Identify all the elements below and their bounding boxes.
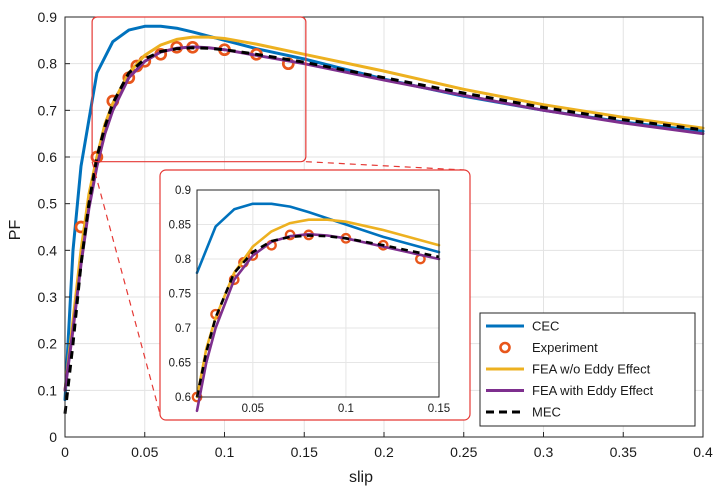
main-mec-line: [63, 46, 704, 414]
x-tick-label: 0.1: [215, 444, 235, 460]
x-tick-label: 0.2: [374, 444, 394, 460]
inset-y-tick-label: 0.6: [175, 392, 191, 404]
y-tick-label: 0.2: [38, 336, 58, 352]
inset-x-tick-label: 0.05: [242, 403, 264, 415]
legend: CEC Experiment FEA w/o Eddy Effect FEA with…: [479, 312, 696, 427]
inset-y-tick-label: 0.8: [175, 254, 191, 266]
x-tick-label: 0.4: [693, 444, 713, 460]
inset-series: [191, 202, 441, 413]
y-tick-label: 0.1: [38, 382, 58, 398]
legend-label-fea-with-eddy-effect: FEA with Eddy Effect: [532, 383, 654, 398]
x-tick-label: 0.3: [534, 444, 554, 460]
y-tick-label: 0: [49, 429, 57, 445]
x-axis-label: slip: [349, 469, 373, 486]
y-tick-label: 0.8: [38, 56, 58, 72]
inset-axes-box: [196, 189, 440, 398]
legend-label-experiment: Experiment: [532, 340, 598, 355]
x-tick-label: 0.25: [450, 444, 477, 460]
y-tick-label: 0.5: [38, 196, 58, 212]
inset-y-tick-label: 0.85: [169, 220, 191, 232]
legend-label-mec: MEC: [532, 405, 561, 420]
inset-x-tick-label: 0.15: [428, 403, 450, 415]
legend-swatch-experiment: [499, 341, 511, 354]
main-plot-frame: [64, 16, 704, 438]
inset-border: [159, 169, 471, 421]
inset-fea-with-eddy-effect-line: [195, 232, 441, 413]
x-tick-label: 0: [61, 444, 69, 460]
inset-y-tick-label: 0.9: [175, 185, 191, 197]
inset-tick-labels: 0.05 0.1 0.15 0.6 0.65 0.7 0.75 0.8 0.85 0.9: [169, 185, 451, 415]
y-tick-label: 0.3: [38, 289, 58, 305]
y-tick-label: 0.7: [38, 102, 58, 118]
zoom-region-box: [91, 16, 307, 163]
main-series: [63, 24, 705, 414]
inset-y-tick-label: 0.65: [169, 358, 191, 370]
inset-cec-line: [195, 202, 441, 275]
inset-mec-line: [195, 234, 440, 398]
y-axis-label: PF: [7, 220, 24, 241]
zoom-connector-line: [305, 161, 465, 171]
inset-x-tick-label: 0.1: [338, 403, 354, 415]
legend-label-cec: CEC: [532, 319, 559, 334]
zoom-indicator: [91, 16, 465, 415]
y-tick-label: 0.6: [38, 149, 58, 165]
y-tick-label: 0.9: [38, 9, 58, 25]
x-tick-label: 0.35: [610, 444, 637, 460]
inset-y-tick-label: 0.7: [175, 323, 191, 335]
inset-y-tick-label: 0.75: [169, 289, 191, 301]
main-tick-labels: 0 0.05 0.1 0.15 0.2 0.25 0.3 0.35 0.4 0 0.1 0.2 0.3 0…: [38, 9, 713, 460]
x-tick-label: 0.05: [131, 444, 158, 460]
inset-zoom-chart: 0.05 0.1 0.15 0.6 0.65 0.7 0.75 0.8 0.85 0.9: [159, 169, 471, 421]
main-fea-w-o-eddy-effect-line: [63, 35, 705, 392]
x-tick-label: 0.15: [291, 444, 318, 460]
legend-label-fea-w-o-eddy-effect: FEA w/o Eddy Effect: [532, 362, 651, 377]
y-tick-label: 0.4: [38, 242, 58, 258]
